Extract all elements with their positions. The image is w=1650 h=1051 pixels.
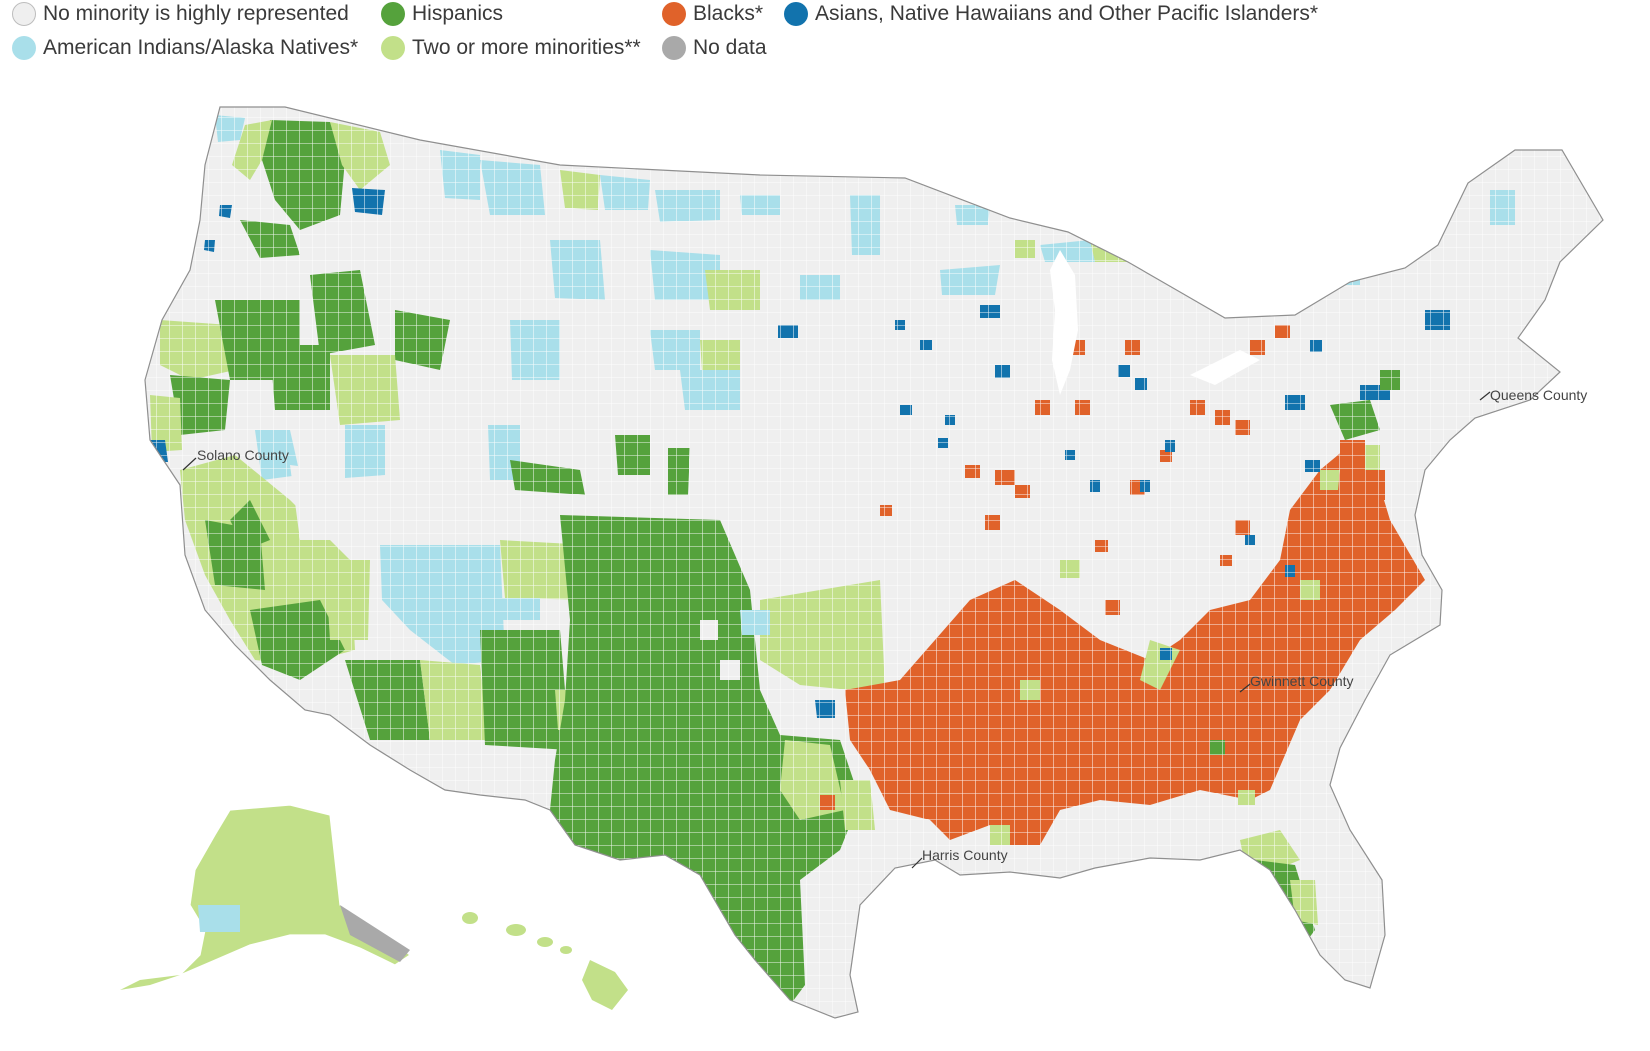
legend-item-multi: Two or more minorities** — [381, 36, 641, 60]
label-gwinnett-county: Gwinnett County — [1250, 673, 1354, 689]
legend-item-none: No minority is highly represented — [12, 2, 349, 26]
legend-swatch-multi — [381, 36, 405, 60]
lake-michigan — [1050, 250, 1078, 395]
alaska — [120, 804, 412, 990]
legend-label-nodata: No data — [693, 36, 767, 59]
legend-label-hispanic: Hispanics — [412, 2, 504, 25]
label-solano-county: Solano County — [197, 447, 289, 463]
legend-swatch-hispanic — [381, 2, 405, 26]
legend-item-black: Blacks* — [662, 2, 763, 26]
legend-label-black: Blacks* — [693, 2, 764, 25]
label-queens-county: Queens County — [1490, 387, 1587, 403]
legend-label-multi: Two or more minorities** — [412, 36, 641, 59]
legend-swatch-native — [12, 36, 36, 60]
legend-item-native: American Indians/Alaska Natives* — [12, 36, 358, 60]
legend-label-none: No minority is highly represented — [43, 2, 349, 25]
county-labels: Solano County Queens County Gwinnett Cou… — [182, 387, 1587, 869]
legend-swatch-asian — [784, 2, 808, 26]
legend-item-nodata: No data — [662, 36, 767, 60]
map-legend: No minority is highly represented Hispan… — [0, 0, 1650, 70]
legend-swatch-none — [12, 2, 36, 26]
legend-item-hispanic: Hispanics — [381, 2, 503, 26]
label-harris-county: Harris County — [922, 847, 1008, 863]
us-outline — [144, 106, 1604, 1019]
legend-label-native: American Indians/Alaska Natives* — [43, 36, 359, 59]
hawaii — [462, 912, 628, 1010]
lake-erie — [1190, 350, 1260, 385]
legend-swatch-nodata — [662, 36, 686, 60]
legend-item-asian: Asians, Native Hawaiians and Other Pacif… — [784, 2, 1318, 26]
legend-swatch-black — [662, 2, 686, 26]
legend-label-asian: Asians, Native Hawaiians and Other Pacif… — [815, 2, 1319, 25]
us-county-map: Solano County Queens County Gwinnett Cou… — [120, 106, 1604, 1019]
